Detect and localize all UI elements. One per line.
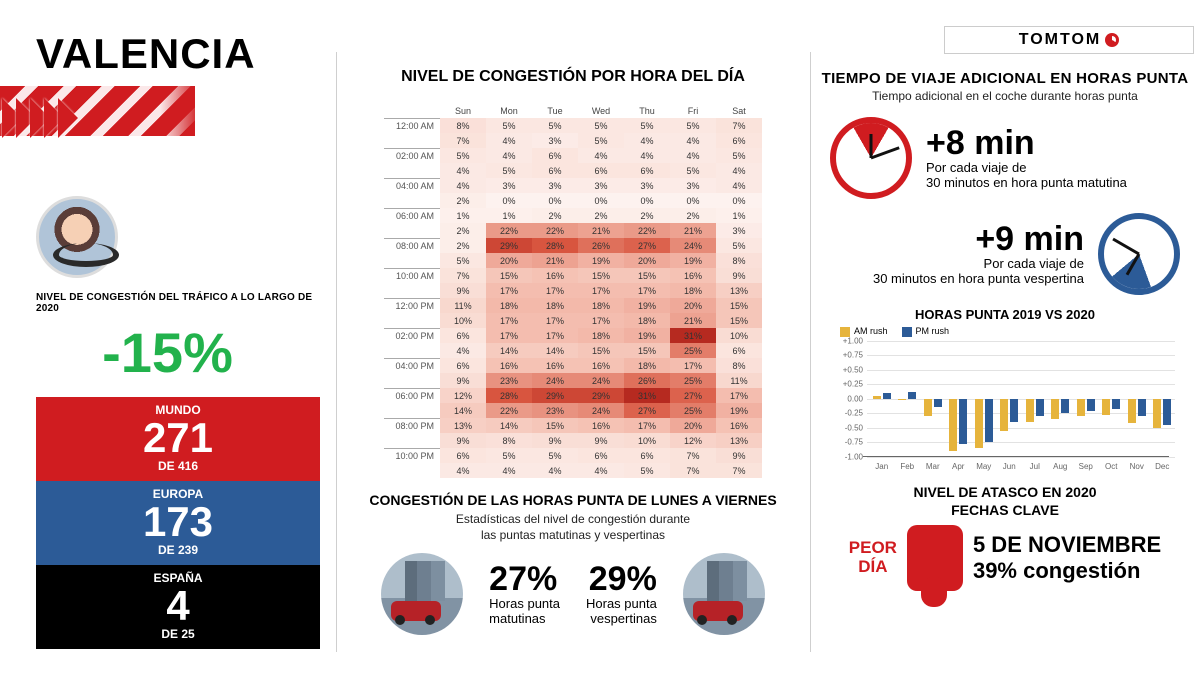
peak-am: 27% Horas punta matutinas: [489, 562, 560, 626]
bar-chart-title: HORAS PUNTA 2019 VS 2020: [810, 307, 1200, 322]
clock-pm-icon: [1098, 213, 1180, 295]
worst-info: 5 DE NOVIEMBRE 39% congestión: [973, 532, 1161, 584]
left-column: VALENCIA NIVEL DE CONGESTIÓN DEL TRÁFICO…: [0, 0, 335, 675]
rank-box: MUNDO 271 DE 416 EUROPA 173 DE 239 ESPAÑ…: [36, 397, 320, 649]
driver-icon: [36, 196, 118, 278]
rank-europe: EUROPA 173 DE 239: [36, 481, 320, 565]
right-column: TOMTOM TIEMPO DE VIAJE ADICIONAL EN HORA…: [810, 0, 1200, 675]
worst-day-row: PEORDÍA 5 DE NOVIEMBRE 39% congestión: [810, 525, 1200, 591]
rank-world: MUNDO 271 DE 416: [36, 397, 320, 481]
congestion-delta: -15%: [0, 314, 335, 397]
city-pm-icon: [683, 553, 765, 635]
bar-chart-legend: AM rush PM rush: [810, 326, 1200, 337]
heatmap-title: NIVEL DE CONGESTIÓN POR HORA DEL DÍA: [354, 0, 792, 86]
peak-pm: 29% Horas punta vespertinas: [586, 562, 657, 626]
extra-time-am: +8 min Por cada viaje de 30 minutos en h…: [810, 103, 1200, 199]
logo-dot-icon: [1105, 33, 1119, 47]
peaks-subtitle: Estadísticas del nivel de congestión dur…: [354, 512, 792, 543]
middle-column: NIVEL DE CONGESTIÓN POR HORA DEL DÍA Sun…: [336, 0, 810, 675]
peaks-row: 27% Horas punta matutinas 29% Horas punt…: [354, 553, 792, 635]
extra-time-sub: Tiempo adicional en el coche durante hor…: [810, 89, 1200, 103]
city-title: VALENCIA: [0, 0, 335, 78]
extra-time-pm: +9 min Por cada viaje de 30 minutos en h…: [810, 199, 1200, 295]
rank-spain: ESPAÑA 4 DE 25: [36, 565, 320, 649]
city-am-icon: [381, 553, 463, 635]
tomtom-logo: TOMTOM: [944, 26, 1194, 54]
clock-am-icon: [830, 117, 912, 199]
heatmap-table: SunMonTueWedThuFriSat12:00 AM8%5%5%5%5%5…: [384, 104, 762, 478]
thumb-down-icon: [907, 525, 963, 591]
congestion-label: NIVEL DE CONGESTIÓN DEL TRÁFICO A LO LAR…: [0, 286, 335, 314]
peaks-title: CONGESTIÓN DE LAS HORAS PUNTA DE LUNES A…: [354, 492, 792, 508]
bar-chart: +1.00+0.75+0.50+0.250.00-0.25-0.50-0.75-…: [835, 341, 1175, 471]
chevron-icons: [8, 98, 78, 138]
key-dates-title: NIVEL DE ATASCO EN 2020FECHAS CLAVE: [810, 483, 1200, 519]
worst-tag: PEORDÍA: [849, 539, 897, 576]
